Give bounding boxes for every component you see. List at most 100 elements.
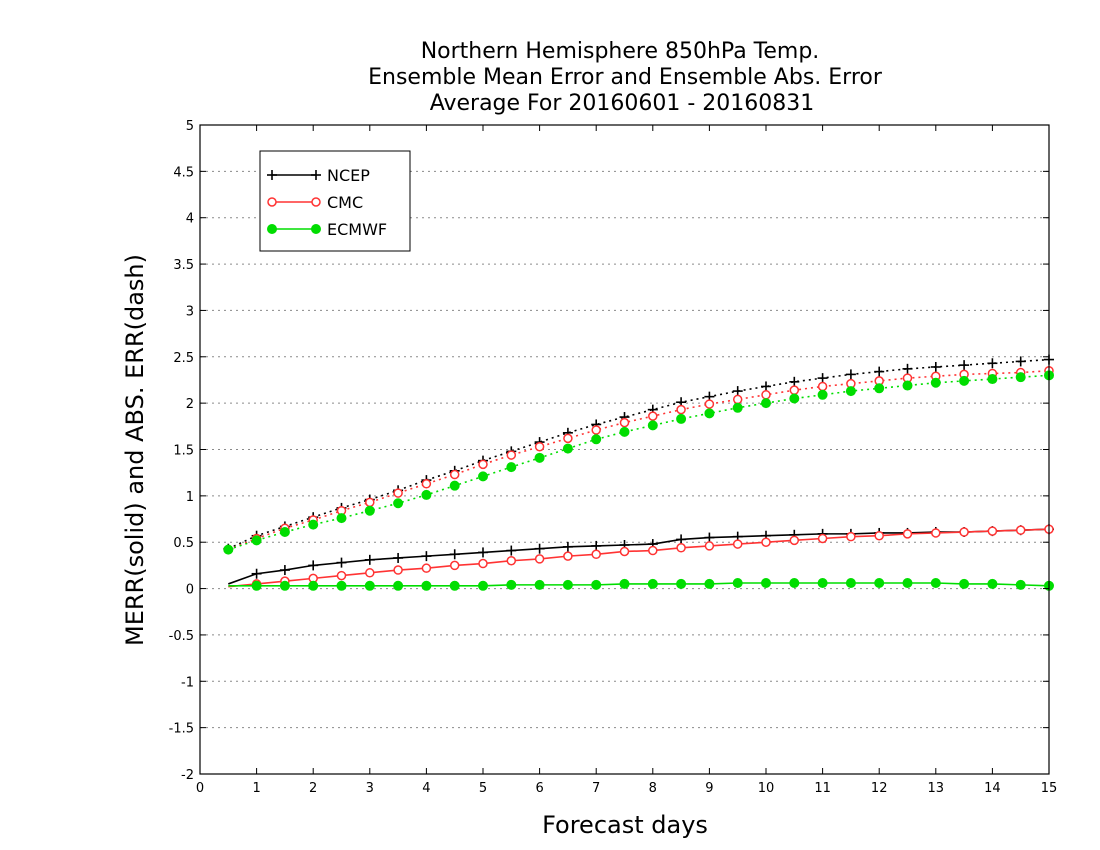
series-ncep-merr-line	[228, 528, 1050, 585]
x-tick-label: 11	[814, 781, 831, 796]
series-ncep-abs-err-point	[817, 373, 828, 384]
title-line-3: Average For 20160601 - 20160831	[430, 91, 815, 116]
x-tick-label: 2	[309, 781, 317, 796]
series-ecmwf-abs-err-point	[308, 519, 319, 530]
series-ecmwf-merr-point	[959, 578, 970, 589]
series-cmc-merr-point	[959, 527, 969, 537]
series-ecmwf-abs-err-point	[393, 498, 404, 509]
series-ecmwf-abs-err-line	[228, 374, 1050, 551]
series-cmc-abs-err-point	[478, 459, 488, 470]
series-ecmwf-merr-point	[364, 580, 375, 591]
series-cmc-merr-point	[591, 549, 601, 560]
y-tick-label: 0.5	[173, 536, 194, 551]
series-cmc-merr-point	[817, 533, 828, 544]
series-ncep-merr-point	[562, 541, 573, 552]
series-ecmwf-abs-err-point	[619, 426, 630, 437]
series-cmc-merr-point	[676, 543, 686, 553]
series-ncep-abs-err-point	[789, 376, 800, 387]
y-axis-label: MERR(solid) and ABS. ERR(dash)	[121, 254, 149, 646]
series-cmc-merr-point	[987, 526, 998, 536]
y-tick-label: -1	[181, 675, 194, 690]
series-ecmwf-merr-point	[732, 578, 743, 589]
x-axis: 0 1 2 3 4 5 6 7 8 9 10 11 12 13 14 15	[196, 125, 1057, 796]
series-ecmwf-merr-point	[506, 579, 517, 590]
series-cmc-merr-point	[478, 558, 488, 569]
y-tick-label: 3	[186, 304, 194, 319]
series-ecmwf-abs-err-point	[506, 462, 517, 473]
series-ecmwf-abs-err-point	[789, 393, 800, 404]
series-ncep-abs-err-point	[761, 381, 771, 392]
series-ncep-merr-point	[251, 568, 262, 579]
series-cmc-merr-point	[902, 529, 913, 539]
series-ncep-merr-point	[421, 551, 432, 562]
series-ecmwf-abs-err-point	[930, 377, 941, 388]
series-ecmwf-abs-err-point	[817, 389, 828, 400]
x-tick-label: 10	[758, 781, 775, 796]
series-cmc-abs-err-point	[648, 411, 658, 421]
series-ncep-merr-point	[591, 540, 602, 551]
y-axis: -2 -1.5 -1 -0.5 0 0.5 1 1.5 2 2.5 3 3.5 4 4.5 5	[169, 119, 1049, 783]
x-tick-label: 5	[479, 781, 487, 796]
legend: NCEP CMC ECMWF	[259, 150, 411, 252]
legend-entry-ecmwf: ECMWF	[267, 220, 387, 239]
x-tick-label: 14	[984, 781, 1001, 796]
series-ecmwf-merr-point	[987, 578, 998, 589]
series-ecmwf-merr-point	[591, 579, 602, 590]
series-cmc-merr-point	[931, 528, 941, 538]
y-tick-label: 3.5	[173, 258, 194, 273]
series-ncep	[223, 354, 1054, 585]
series-cmc-abs-err-point	[789, 385, 800, 395]
series-cmc-merr-point	[449, 560, 460, 571]
series-ncep-merr-point	[534, 543, 545, 554]
series-ecmwf	[223, 370, 1054, 591]
title-line-2: Ensemble Mean Error and Ensemble Abs. Er…	[368, 65, 883, 90]
y-tick-label: -0.5	[169, 629, 194, 644]
series-ecmwf-merr-point	[421, 580, 432, 591]
series-cmc-abs-err-point	[704, 399, 715, 409]
series-ecmwf-merr-point	[336, 580, 347, 591]
series-ncep-abs-err-point	[987, 358, 998, 369]
series-ecmwf-merr-point	[845, 578, 856, 589]
series-cmc-merr-point	[534, 554, 545, 564]
series-cmc-abs-err-point	[449, 469, 460, 480]
series-ecmwf-merr-point	[902, 578, 913, 589]
series-ecmwf-merr-point	[279, 580, 290, 591]
legend-entry-ncep: NCEP	[267, 166, 370, 185]
series-ecmwf-merr-point	[761, 578, 771, 589]
legend-box	[259, 150, 411, 252]
series-ncep-abs-err-point	[845, 369, 856, 380]
series-cmc-abs-err-point	[421, 479, 432, 489]
series-ncep-merr-point	[676, 534, 687, 545]
series-cmc-merr-point	[732, 539, 743, 549]
legend-marker-end-ncep	[311, 170, 321, 180]
x-tick-label: 1	[252, 781, 260, 796]
x-tick-label: 4	[422, 781, 430, 796]
series-cmc-merr-point	[761, 537, 771, 547]
series-cmc-merr-point	[789, 535, 800, 546]
y-tick-label: 1	[186, 490, 194, 505]
series-ncep-merr-point	[364, 554, 375, 565]
series-cmc-abs-err-point	[817, 381, 828, 392]
series-cmc-merr-point	[874, 530, 884, 541]
series-ncep-abs-err-point	[902, 363, 913, 374]
series-ecmwf-abs-err-point	[704, 408, 715, 419]
legend-marker-start-ncep	[267, 170, 277, 180]
series-ecmwf-abs-err-point	[732, 402, 743, 413]
y-tick-label: 4	[186, 212, 194, 227]
legend-label-ncep: NCEP	[327, 166, 370, 185]
series-ecmwf-abs-err-point	[647, 420, 658, 431]
y-tick-label: 2.5	[173, 351, 194, 366]
y-tick-label: -2	[181, 768, 194, 783]
series-layer	[223, 354, 1054, 591]
x-axis-label: Forecast days	[542, 811, 708, 839]
chart-title: Northern Hemisphere 850hPa Temp. Ensembl…	[368, 39, 883, 116]
legend-marker-end-cmc	[311, 197, 321, 207]
legend-marker-end-ecmwf	[311, 224, 321, 234]
series-ecmwf-abs-err-point	[534, 452, 545, 463]
series-ecmwf-merr-point	[449, 580, 460, 591]
series-ncep-merr-point	[393, 552, 404, 563]
series-ecmwf-merr-point	[817, 578, 828, 589]
series-ecmwf-merr-point	[251, 580, 262, 591]
series-ecmwf-merr-point	[308, 580, 319, 591]
